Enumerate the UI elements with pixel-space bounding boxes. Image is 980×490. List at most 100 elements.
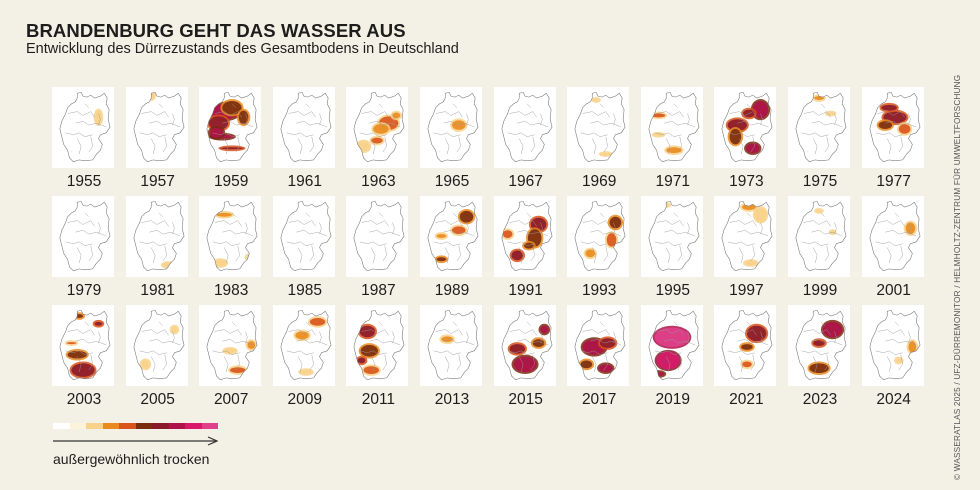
map-cell: 1993 bbox=[567, 196, 631, 304]
map-year-label: 2009 bbox=[287, 391, 323, 408]
germany-map bbox=[640, 196, 703, 277]
map-year-label: 2013 bbox=[434, 391, 470, 408]
map-year-label: 1991 bbox=[508, 282, 543, 299]
page-subtitle: Entwicklung des Dürrezustands des Gesamt… bbox=[26, 41, 459, 57]
map-year-label: 1967 bbox=[508, 173, 543, 190]
map-cell: 2007 bbox=[199, 305, 263, 413]
legend-swatch bbox=[201, 423, 218, 429]
map-year-label: 1983 bbox=[213, 282, 249, 299]
map-year-label: 2023 bbox=[802, 391, 838, 408]
map-cell: 1955 bbox=[52, 87, 116, 195]
legend-swatch bbox=[119, 423, 136, 429]
map-year-label: 1963 bbox=[361, 173, 396, 190]
map-year-label: 1957 bbox=[140, 173, 175, 190]
map-cell: 1961 bbox=[272, 87, 337, 195]
map-year-label: 2005 bbox=[140, 391, 175, 408]
map-cell: 1985 bbox=[272, 196, 337, 304]
germany-map bbox=[640, 305, 703, 386]
map-cell: 2015 bbox=[493, 305, 558, 413]
germany-map bbox=[567, 87, 630, 168]
map-cell: 1995 bbox=[640, 196, 705, 304]
map-year-label: 1969 bbox=[581, 173, 617, 190]
map-cell: 1987 bbox=[346, 196, 410, 304]
germany-map bbox=[346, 305, 409, 386]
map-year-label: 2003 bbox=[66, 391, 102, 408]
map-cell: 1975 bbox=[788, 87, 852, 195]
map-year-label: 1965 bbox=[434, 173, 470, 190]
germany-map bbox=[420, 305, 482, 386]
map-cell: 1959 bbox=[199, 87, 263, 195]
germany-map bbox=[714, 305, 777, 386]
germany-map bbox=[567, 305, 630, 386]
map-cell: 1991 bbox=[493, 196, 558, 304]
legend-swatch bbox=[185, 423, 202, 429]
map-cell: 1979 bbox=[52, 196, 116, 304]
map-cell: 1969 bbox=[567, 87, 631, 195]
map-cell: 2003 bbox=[52, 305, 116, 413]
map-cell: 2019 bbox=[640, 305, 705, 413]
map-cell: 1989 bbox=[420, 196, 484, 304]
map-cell: 2017 bbox=[567, 305, 631, 413]
map-cell: 1997 bbox=[714, 196, 778, 304]
germany-map bbox=[199, 196, 262, 277]
legend-swatch bbox=[69, 423, 86, 429]
legend-swatch bbox=[168, 423, 185, 429]
map-cell: 1967 bbox=[493, 87, 558, 195]
germany-map bbox=[125, 196, 188, 277]
map-cell: 1977 bbox=[861, 87, 926, 195]
germany-map bbox=[272, 196, 335, 277]
legend-swatch bbox=[102, 423, 119, 429]
germany-map bbox=[861, 305, 924, 386]
germany-map bbox=[125, 305, 188, 386]
map-cell: 2024 bbox=[861, 305, 926, 413]
germany-map bbox=[788, 305, 850, 386]
germany-map bbox=[52, 196, 114, 277]
map-year-label: 2021 bbox=[729, 391, 764, 408]
germany-map bbox=[199, 305, 262, 386]
germany-map bbox=[640, 87, 703, 168]
map-year-label: 1955 bbox=[66, 173, 102, 190]
map-year-label: 1987 bbox=[361, 282, 396, 299]
map-year-label: 1985 bbox=[287, 282, 323, 299]
germany-map bbox=[493, 196, 556, 277]
map-year-label: 2019 bbox=[655, 391, 691, 408]
germany-map bbox=[420, 87, 482, 168]
map-cell: 1999 bbox=[788, 196, 852, 304]
germany-map bbox=[714, 87, 777, 168]
germany-map bbox=[52, 87, 114, 168]
germany-map bbox=[861, 196, 924, 277]
map-year-label: 1995 bbox=[655, 282, 691, 299]
germany-map bbox=[788, 87, 850, 168]
map-year-label: 2007 bbox=[213, 391, 249, 408]
legend-swatch bbox=[53, 423, 70, 429]
map-year-label: 2001 bbox=[876, 282, 911, 299]
map-year-label: 1993 bbox=[581, 282, 617, 299]
map-year-label: 2024 bbox=[876, 391, 911, 408]
germany-map bbox=[125, 87, 188, 168]
germany-map bbox=[199, 87, 262, 168]
germany-map bbox=[714, 196, 777, 277]
germany-map bbox=[52, 305, 114, 386]
legend-swatch bbox=[152, 423, 169, 429]
germany-map bbox=[788, 196, 850, 277]
germany-map bbox=[272, 305, 335, 386]
page-title: BRANDENBURG GEHT DAS WASSER AUS bbox=[26, 20, 406, 41]
map-cell: 1983 bbox=[199, 196, 263, 304]
source-credit: © WASSERATLAS 2025 / UFZ-DÜRREMONITOR / … bbox=[953, 74, 962, 480]
germany-map bbox=[493, 87, 556, 168]
map-cell: 2023 bbox=[788, 305, 852, 413]
map-year-label: 2015 bbox=[508, 391, 543, 408]
map-cell: 1963 bbox=[346, 87, 410, 195]
map-cell: 2009 bbox=[272, 305, 337, 413]
legend-swatch bbox=[86, 423, 103, 429]
map-year-label: 1959 bbox=[213, 173, 249, 190]
map-cell: 1957 bbox=[125, 87, 190, 195]
map-cell: 2021 bbox=[714, 305, 778, 413]
map-year-label: 2017 bbox=[581, 391, 617, 408]
map-year-label: 1971 bbox=[655, 173, 691, 190]
map-cell: 1981 bbox=[125, 196, 190, 304]
map-cell: 2011 bbox=[346, 305, 410, 413]
germany-map bbox=[861, 87, 924, 168]
map-cell: 1971 bbox=[640, 87, 705, 195]
germany-map bbox=[272, 87, 335, 168]
